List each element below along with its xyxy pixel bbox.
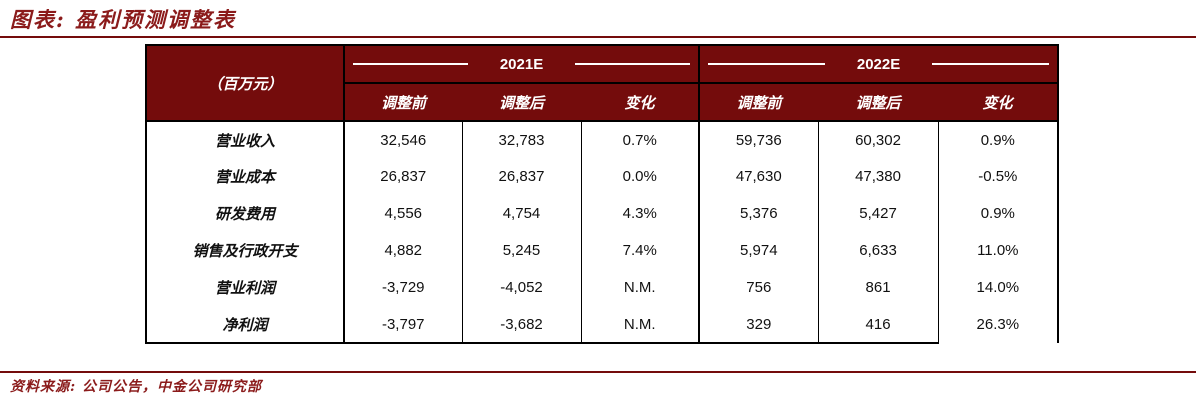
table-row: 营业成本 26,837 26,837 0.0% 47,630 47,380 -0… [145,158,1060,195]
value-cell: 4,556 [344,195,463,232]
value-cell: 59,736 [699,121,819,158]
year-header-2022: 2022E [699,44,1060,84]
value-cell: 5,376 [699,195,819,232]
subheader-2022-post: 调整后 [818,83,939,122]
value-cell: 26.3% [938,306,1060,343]
value-cell: 5,245 [462,232,582,269]
table-row: 营业利润 -3,729 -4,052 N.M. 756 861 14.0% [145,269,1060,306]
value-cell: 416 [818,306,939,344]
row-label: 销售及行政开支 [145,232,345,269]
value-cell: -3,729 [344,269,463,306]
year-rule-right [932,63,1050,65]
subheader-2021-pre: 调整前 [344,83,462,122]
year-label-2022: 2022E [856,55,901,73]
row-label: 营业成本 [145,158,345,195]
table-row: 净利润 -3,797 -3,682 N.M. 329 416 26.3% [145,306,1060,344]
row-label: 净利润 [145,306,345,344]
value-cell: -3,797 [344,306,463,344]
subheader-2021-post: 调整后 [462,83,581,122]
value-cell: 861 [818,269,939,306]
subheader-2022-change: 变化 [938,83,1060,122]
unit-header-cell: （百万元） [145,44,345,122]
year-rule-left [708,63,825,65]
title-rule [0,36,1196,38]
year-rule-left [353,63,468,65]
forecast-table: （百万元） 2021E 2022E 调整前 调整后 变化 调整前 [145,44,1060,344]
value-cell: 5,427 [818,195,939,232]
row-label: 研发费用 [145,195,345,232]
source-text: 资料来源: 公司公告，中金公司研究部 [10,379,263,395]
value-cell: 32,783 [462,121,582,158]
value-cell: -3,682 [462,306,582,344]
value-cell: N.M. [581,306,701,344]
value-cell: -0.5% [938,158,1060,195]
value-cell: 11.0% [938,232,1060,269]
subheader-2021-change: 变化 [581,83,701,122]
value-cell: -4,052 [462,269,582,306]
value-cell: 0.7% [581,121,701,158]
figure-title: 图表: 盈利预测调整表 [10,7,237,32]
value-cell: 756 [699,269,819,306]
value-cell: 4.3% [581,195,701,232]
profit-forecast-table: （百万元） 2021E 2022E 调整前 调整后 变化 调整前 [145,44,1060,344]
value-cell: 26,837 [462,158,582,195]
value-cell: 0.9% [938,195,1060,232]
source-rule [0,371,1196,373]
table-row: 营业收入 32,546 32,783 0.7% 59,736 60,302 0.… [145,121,1060,158]
value-cell: 60,302 [818,121,939,158]
value-cell: 329 [699,306,819,344]
row-label: 营业收入 [145,121,345,158]
value-cell: 0.9% [938,121,1060,158]
year-header-2021: 2021E [344,44,701,84]
value-cell: 5,974 [699,232,819,269]
value-cell: 4,754 [462,195,582,232]
value-cell: 4,882 [344,232,463,269]
year-rule-right [575,63,691,65]
value-cell: 0.0% [581,158,701,195]
value-cell: 6,633 [818,232,939,269]
value-cell: 47,380 [818,158,939,195]
value-cell: 32,546 [344,121,463,158]
subheader-2022-pre: 调整前 [699,83,819,122]
table-row: 研发费用 4,556 4,754 4.3% 5,376 5,427 0.9% [145,195,1060,232]
value-cell: 26,837 [344,158,463,195]
value-cell: 14.0% [938,269,1060,306]
row-label: 营业利润 [145,269,345,306]
value-cell: 7.4% [581,232,701,269]
table-row: 销售及行政开支 4,882 5,245 7.4% 5,974 6,633 11.… [145,232,1060,269]
year-label-2021: 2021E [499,55,544,73]
value-cell: 47,630 [699,158,819,195]
value-cell: N.M. [581,269,701,306]
